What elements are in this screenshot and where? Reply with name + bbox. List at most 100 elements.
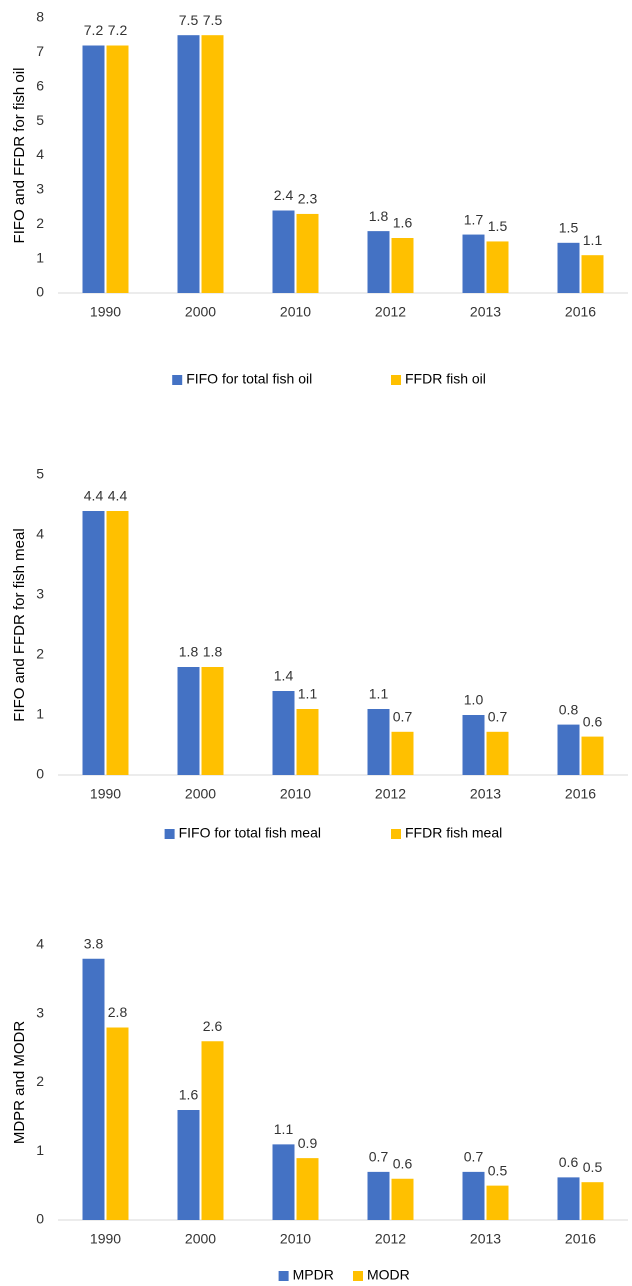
bar xyxy=(486,241,509,293)
legend-swatch xyxy=(353,1271,363,1281)
x-tick-label: 2000 xyxy=(185,304,216,320)
y-tick-label: 0 xyxy=(36,1211,44,1227)
legend-label: MODR xyxy=(367,1267,410,1283)
bar xyxy=(581,1182,604,1220)
legend-swatch xyxy=(391,829,401,839)
value-label: 7.5 xyxy=(203,12,223,28)
value-label: 1.5 xyxy=(488,218,508,234)
legend-label: MPDR xyxy=(293,1267,334,1283)
legend-swatch xyxy=(172,375,183,385)
value-label: 1.4 xyxy=(274,668,294,684)
y-axis-title: FIFO and FFDR for fish oil xyxy=(11,68,28,244)
bar xyxy=(367,709,390,775)
y-tick-label: 7 xyxy=(36,43,44,59)
value-label: 2.8 xyxy=(108,1004,128,1020)
legend-swatch xyxy=(278,1271,289,1281)
legend-swatch xyxy=(164,829,175,839)
y-tick-label: 0 xyxy=(36,766,44,782)
y-tick-label: 3 xyxy=(36,181,44,197)
value-label: 0.6 xyxy=(559,1154,579,1170)
value-label: 2.6 xyxy=(203,1018,223,1034)
bar xyxy=(581,736,604,775)
y-tick-label: 3 xyxy=(36,1004,44,1020)
x-tick-label: 2013 xyxy=(470,1231,501,1247)
bar xyxy=(201,1041,224,1220)
y-tick-label: 1 xyxy=(36,1142,44,1158)
x-tick-label: 2010 xyxy=(280,786,311,802)
x-tick-label: 2016 xyxy=(565,1231,596,1247)
y-tick-label: 4 xyxy=(36,936,44,952)
x-tick-label: 2012 xyxy=(375,786,406,802)
y-tick-label: 2 xyxy=(36,646,44,662)
bar xyxy=(391,731,414,775)
legend-label: FFDR fish oil xyxy=(405,371,486,387)
value-label: 1.6 xyxy=(393,215,413,231)
x-tick-label: 2013 xyxy=(470,304,501,320)
x-tick-label: 2013 xyxy=(470,786,501,802)
bar xyxy=(106,1027,129,1220)
value-label: 0.7 xyxy=(393,709,413,725)
value-label: 0.9 xyxy=(298,1135,318,1151)
x-tick-label: 2012 xyxy=(375,304,406,320)
y-tick-label: 4 xyxy=(36,526,44,542)
x-tick-label: 2016 xyxy=(565,304,596,320)
bar xyxy=(391,1178,414,1220)
value-label: 0.5 xyxy=(488,1162,508,1178)
value-label: 1.5 xyxy=(559,220,579,236)
bar xyxy=(462,715,485,775)
bar xyxy=(557,1177,580,1220)
y-tick-label: 0 xyxy=(36,284,44,300)
y-tick-label: 8 xyxy=(36,9,44,25)
value-label: 7.5 xyxy=(179,12,199,28)
bar xyxy=(177,667,200,775)
value-label: 0.7 xyxy=(488,709,508,725)
value-label: 1.1 xyxy=(298,686,318,702)
value-label: 3.8 xyxy=(84,935,104,951)
y-tick-label: 3 xyxy=(36,586,44,602)
value-label: 1.1 xyxy=(369,686,389,702)
bar xyxy=(82,45,105,293)
value-label: 1.7 xyxy=(464,211,484,227)
y-tick-label: 5 xyxy=(36,466,44,482)
x-tick-label: 2012 xyxy=(375,1231,406,1247)
legend-label: FFDR fish meal xyxy=(405,825,502,841)
value-label: 2.4 xyxy=(274,187,294,203)
value-label: 0.8 xyxy=(559,701,579,717)
bar xyxy=(177,35,200,293)
y-tick-label: 1 xyxy=(36,706,44,722)
bar xyxy=(557,724,580,775)
x-tick-label: 2000 xyxy=(185,1231,216,1247)
bar xyxy=(201,35,224,293)
value-label: 1.8 xyxy=(203,644,223,660)
value-label: 2.3 xyxy=(298,191,318,207)
bar xyxy=(106,45,129,293)
value-label: 1.8 xyxy=(369,208,389,224)
x-tick-label: 1990 xyxy=(90,786,121,802)
value-label: 4.4 xyxy=(108,488,128,504)
bar xyxy=(367,1171,390,1220)
bar xyxy=(177,1110,200,1220)
bar xyxy=(391,238,414,293)
bar xyxy=(486,731,509,775)
bar xyxy=(82,958,105,1220)
bar xyxy=(82,511,105,775)
bar xyxy=(296,1158,319,1220)
x-tick-label: 2016 xyxy=(565,786,596,802)
bar xyxy=(272,691,295,775)
value-label: 0.5 xyxy=(583,1159,603,1175)
value-label: 7.2 xyxy=(108,22,128,38)
legend-label: FIFO for total fish meal xyxy=(179,825,321,841)
value-label: 0.7 xyxy=(369,1149,389,1165)
bar xyxy=(296,213,319,293)
bar xyxy=(367,231,390,293)
x-tick-label: 1990 xyxy=(90,1231,121,1247)
bar xyxy=(557,242,580,293)
y-tick-label: 4 xyxy=(36,146,44,162)
bar xyxy=(462,1171,485,1220)
bar xyxy=(272,1144,295,1220)
bar xyxy=(462,234,485,293)
bar xyxy=(486,1185,509,1220)
bar xyxy=(296,709,319,775)
value-label: 0.7 xyxy=(464,1149,484,1165)
